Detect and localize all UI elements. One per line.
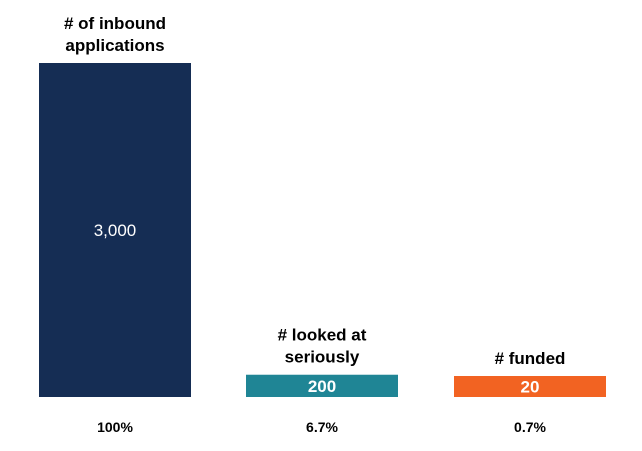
bar-value-label-3: 20 bbox=[521, 378, 540, 397]
category-label-1: # of inbound applications bbox=[64, 14, 166, 55]
category-label-3: # funded bbox=[495, 349, 566, 368]
category-label-line: # funded bbox=[495, 349, 566, 368]
category-label-line: # of inbound bbox=[64, 14, 166, 33]
labels-layer: 3,000 # of inbound applications 100% 200 # lo… bbox=[64, 14, 565, 435]
bar-value-label-2: 200 bbox=[308, 377, 336, 396]
category-label-line: seriously bbox=[285, 348, 360, 367]
bar-2 bbox=[246, 374, 398, 397]
category-label-2: # looked at seriously bbox=[278, 326, 367, 367]
category-label-line: # looked at bbox=[278, 326, 367, 345]
bar-value-label-1: 3,000 bbox=[94, 221, 137, 240]
percent-label-2: 6.7% bbox=[306, 419, 338, 435]
bar-1 bbox=[39, 63, 191, 397]
bars-layer bbox=[39, 63, 606, 397]
percent-label-3: 0.7% bbox=[514, 419, 546, 435]
category-label-line: applications bbox=[65, 36, 164, 55]
percent-label-1: 100% bbox=[97, 419, 133, 435]
bar-3 bbox=[454, 376, 606, 397]
